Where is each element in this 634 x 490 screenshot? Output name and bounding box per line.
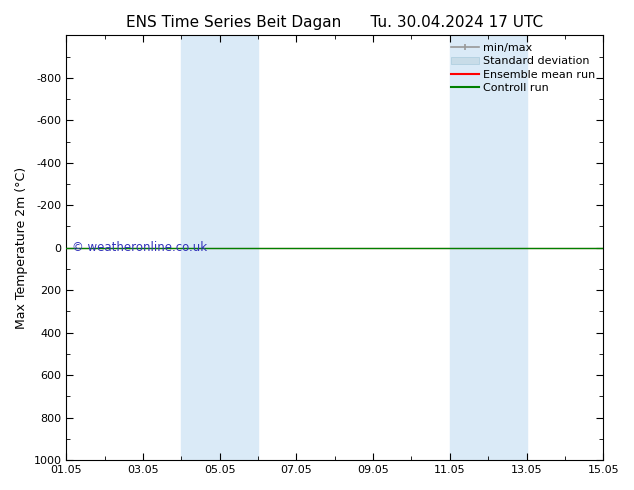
Bar [181, 35, 258, 460]
Title: ENS Time Series Beit Dagan      Tu. 30.04.2024 17 UTC: ENS Time Series Beit Dagan Tu. 30.04.202… [126, 15, 543, 30]
Text: © weatheronline.co.uk: © weatheronline.co.uk [72, 242, 207, 254]
Bar [450, 35, 526, 460]
Legend: min/max, Standard deviation, Ensemble mean run, Controll run: min/max, Standard deviation, Ensemble me… [449, 41, 598, 96]
Y-axis label: Max Temperature 2m (°C): Max Temperature 2m (°C) [15, 167, 28, 329]
